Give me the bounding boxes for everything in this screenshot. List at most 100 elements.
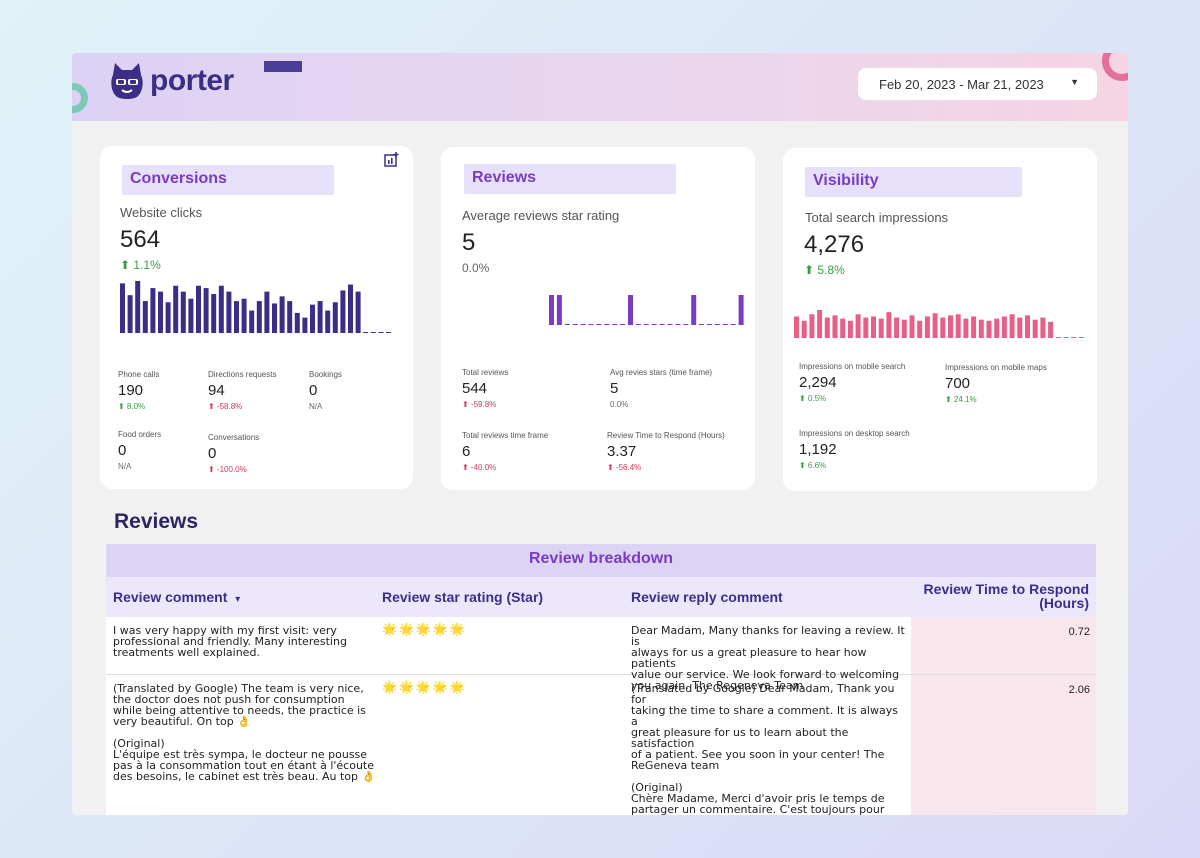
- stat-label: Phone calls: [118, 370, 160, 379]
- website-clicks-bar: [188, 298, 194, 333]
- website-clicks-bar: [234, 301, 239, 333]
- search-impressions-bar: [1017, 317, 1023, 338]
- search-impressions-bar: [1009, 314, 1015, 338]
- stat-value: 544: [462, 380, 488, 397]
- column-header-reply[interactable]: Review reply comment: [631, 589, 783, 605]
- stat-mobile-search: Impressions on mobile search 2,294 ⬆ 0.5…: [799, 362, 905, 403]
- search-impressions-bar: [840, 318, 846, 338]
- website-clicks-bar: [287, 301, 293, 333]
- review-breakdown-table: Review breakdown Review comment ▾ Review…: [106, 544, 1096, 815]
- search-impressions-bar: [971, 316, 977, 338]
- stat-change: ⬆ -40.0%: [462, 463, 497, 472]
- search-impressions-bar: [955, 314, 961, 338]
- stat-bookings: Bookings 0 N/A: [309, 370, 342, 411]
- stat-value: 3.37: [607, 443, 637, 460]
- add-chart-icon[interactable]: [384, 152, 400, 168]
- column-header-comment[interactable]: Review comment ▾: [113, 589, 240, 605]
- website-clicks-bar: [226, 291, 232, 333]
- search-impressions-bar: [809, 314, 815, 338]
- website-clicks-bar: [127, 295, 133, 333]
- search-impressions-bar: [886, 312, 892, 338]
- metric-change: ⬆ 1.1%: [120, 258, 161, 272]
- dropdown-caret-icon: ▼: [1070, 77, 1079, 87]
- stat-label: Impressions on desktop search: [799, 429, 910, 438]
- stat-conversations: Conversations 0 ⬆ -100.0%: [208, 433, 259, 474]
- metric-value: 4,276: [804, 231, 865, 258]
- search-impressions-bar: [978, 319, 984, 338]
- metric-change: ⬆ 5.8%: [804, 263, 845, 277]
- column-header-time[interactable]: Review Time to Respond (Hours): [923, 581, 1089, 611]
- date-range-value: Feb 20, 2023 - Mar 21, 2023: [879, 76, 1044, 92]
- response-time-cell: 0.72: [911, 617, 1096, 674]
- table-header: Review comment ▾ Review star rating (Sta…: [106, 577, 1096, 617]
- stat-label: Food orders: [118, 430, 162, 439]
- metric-label: Website clicks: [120, 205, 203, 220]
- star-rating-icons: 🌟🌟🌟🌟🌟: [382, 680, 467, 694]
- stat-label: Total reviews time frame: [462, 431, 549, 440]
- column-header-rating[interactable]: Review star rating (Star): [382, 589, 544, 605]
- porter-logo: porter: [108, 61, 234, 101]
- website-clicks-bar: [272, 303, 277, 333]
- search-impressions-bar: [901, 319, 907, 338]
- sort-descending-icon[interactable]: ▾: [235, 594, 241, 605]
- response-time-value: 0.72: [1068, 626, 1090, 638]
- website-clicks-bar: [173, 285, 179, 333]
- date-range-picker[interactable]: Feb 20, 2023 - Mar 21, 2023 ▼: [858, 68, 1097, 100]
- website-clicks-chart: [120, 281, 391, 333]
- decorative-ring: [72, 83, 88, 113]
- stat-desktop-search: Impressions on desktop search 1,192 ⬆ 6.…: [799, 429, 910, 470]
- website-clicks-bar: [355, 291, 361, 333]
- search-impressions-bar: [817, 310, 823, 338]
- search-impressions-bar: [855, 314, 861, 338]
- search-impressions-bar: [1048, 321, 1054, 338]
- search-impressions-bar: [878, 318, 884, 338]
- stat-change: ⬆ -100.0%: [208, 465, 247, 474]
- card-title: Visibility: [805, 167, 1022, 197]
- stat-value: 0: [208, 445, 217, 462]
- website-clicks-bar: [180, 291, 186, 333]
- star-rating-icons: 🌟🌟🌟🌟🌟: [382, 622, 467, 636]
- website-clicks-bar: [332, 302, 338, 333]
- stat-value: 0: [309, 382, 318, 399]
- stat-change: ⬆ -59.8%: [462, 400, 497, 409]
- review-comment: I was very happy with my first visit: ve…: [113, 624, 347, 659]
- stat-label: Review Time to Respond (Hours): [607, 431, 725, 440]
- star-rating-chart: [549, 295, 744, 325]
- search-impressions-bar: [794, 316, 799, 338]
- website-clicks-bar: [264, 291, 270, 333]
- website-clicks-bar: [249, 310, 255, 333]
- search-impressions-bar: [994, 318, 1000, 338]
- review-comment: (Translated by Google) The team is very …: [113, 682, 376, 783]
- section-title: Reviews: [114, 510, 199, 533]
- search-impressions-bar: [832, 315, 838, 338]
- website-clicks-bar: [120, 283, 125, 333]
- stat-value: 2,294: [799, 374, 837, 391]
- website-clicks-bar: [325, 310, 331, 333]
- stat-label: Impressions on mobile search: [799, 362, 906, 371]
- website-clicks-bar: [294, 312, 300, 333]
- stat-change: ⬆ -58.8%: [208, 402, 243, 411]
- star-rating-bar: [556, 295, 562, 325]
- website-clicks-bar: [310, 304, 315, 333]
- stat-value: 1,192: [799, 441, 837, 458]
- stat-label: Conversations: [208, 433, 260, 442]
- website-clicks-bar: [203, 288, 209, 333]
- star-rating-bar: [549, 295, 554, 325]
- metric-change: 0.0%: [462, 261, 490, 275]
- website-clicks-bar: [218, 285, 224, 333]
- stat-label: Bookings: [309, 370, 342, 379]
- search-impressions-bar: [871, 316, 876, 338]
- stat-value: 94: [208, 382, 225, 399]
- search-impressions-bar: [917, 320, 923, 338]
- response-time-cell: 2.06: [911, 675, 1096, 815]
- visibility-card: Visibility Total search impressions 4,27…: [783, 148, 1097, 491]
- stat-change: N/A: [309, 402, 323, 411]
- search-impressions-bar: [801, 320, 807, 338]
- table-row: I was very happy with my first visit: ve…: [106, 617, 1096, 691]
- search-impressions-bar: [924, 316, 930, 338]
- website-clicks-bar: [256, 301, 262, 333]
- search-impressions-bar: [932, 313, 938, 338]
- stat-change: ⬆ 6.6%: [799, 461, 827, 470]
- table-row: (Translated by Google) The team is very …: [106, 675, 1096, 815]
- response-time-value: 2.06: [1068, 684, 1090, 696]
